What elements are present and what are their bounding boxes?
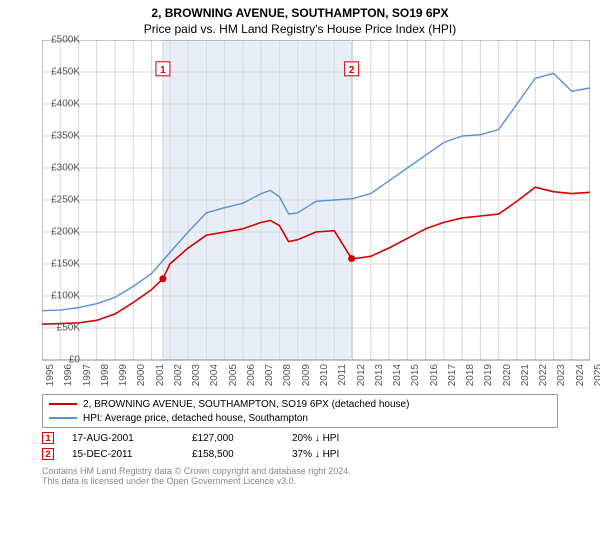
y-tick-label: £450K [40, 67, 80, 78]
x-tick-label: 2020 [502, 364, 513, 386]
x-tick-label: 2021 [520, 364, 531, 386]
transaction-pct: 37% ↓ HPI [292, 449, 392, 460]
x-tick-label: 2015 [410, 364, 421, 386]
x-tick-label: 2009 [301, 364, 312, 386]
svg-text:1: 1 [160, 65, 166, 76]
transaction-table: 1 17-AUG-2001£127,00020% ↓ HPI 2 15-DEC-201… [42, 430, 558, 462]
y-tick-label: £250K [40, 195, 80, 206]
transaction-date: 17-AUG-2001 [72, 433, 192, 444]
x-tick-label: 2025 [593, 364, 600, 386]
x-tick-label: 2001 [155, 364, 166, 386]
footer-line1: Contains HM Land Registry data © Crown c… [42, 466, 558, 476]
x-tick-label: 1997 [82, 364, 93, 386]
y-tick-label: £400K [40, 99, 80, 110]
legend-label: 2, BROWNING AVENUE, SOUTHAMPTON, SO19 6P… [83, 399, 409, 410]
y-tick-label: £100K [40, 291, 80, 302]
x-tick-label: 2004 [209, 364, 220, 386]
x-tick-label: 2003 [191, 364, 202, 386]
svg-text:2: 2 [349, 65, 355, 76]
transaction-marker: 1 [42, 432, 54, 444]
x-tick-label: 1996 [63, 364, 74, 386]
x-tick-label: 1998 [100, 364, 111, 386]
transaction-price: £127,000 [192, 433, 292, 444]
y-tick-label: £50K [40, 323, 80, 334]
legend-swatch [49, 403, 77, 405]
x-tick-label: 2024 [575, 364, 586, 386]
y-tick-label: £300K [40, 163, 80, 174]
transaction-marker: 2 [42, 448, 54, 460]
y-tick-label: £200K [40, 227, 80, 238]
x-tick-label: 2013 [374, 364, 385, 386]
y-tick-label: £350K [40, 131, 80, 142]
x-tick-label: 2022 [538, 364, 549, 386]
transaction-price: £158,500 [192, 449, 292, 460]
x-tick-label: 2000 [136, 364, 147, 386]
chart-svg: 12 [42, 40, 590, 390]
legend-row: 2, BROWNING AVENUE, SOUTHAMPTON, SO19 6P… [49, 397, 551, 411]
chart-area: 12 £0£50K£100K£150K£200K£250K£300K£350K£… [42, 40, 590, 390]
x-tick-label: 2002 [173, 364, 184, 386]
x-tick-label: 2012 [356, 364, 367, 386]
legend-box: 2, BROWNING AVENUE, SOUTHAMPTON, SO19 6P… [42, 394, 558, 428]
legend-swatch [49, 417, 77, 419]
y-tick-label: £150K [40, 259, 80, 270]
footer-line2: This data is licensed under the Open Gov… [42, 476, 558, 486]
x-tick-label: 2010 [319, 364, 330, 386]
chart-container: 2, BROWNING AVENUE, SOUTHAMPTON, SO19 6P… [0, 0, 600, 560]
x-tick-label: 2018 [465, 364, 476, 386]
title-address: 2, BROWNING AVENUE, SOUTHAMPTON, SO19 6P… [0, 0, 600, 20]
x-tick-label: 1995 [45, 364, 56, 386]
x-tick-label: 2005 [228, 364, 239, 386]
x-tick-label: 2019 [483, 364, 494, 386]
x-tick-label: 2008 [282, 364, 293, 386]
legend-row: HPI: Average price, detached house, Sout… [49, 411, 551, 425]
x-tick-label: 2014 [392, 364, 403, 386]
x-tick-label: 2006 [246, 364, 257, 386]
x-tick-label: 2007 [264, 364, 275, 386]
transaction-pct: 20% ↓ HPI [292, 433, 392, 444]
legend-label: HPI: Average price, detached house, Sout… [83, 413, 308, 424]
x-tick-label: 2023 [556, 364, 567, 386]
footer-attribution: Contains HM Land Registry data © Crown c… [42, 466, 558, 486]
title-subtitle: Price paid vs. HM Land Registry's House … [0, 20, 600, 40]
x-tick-label: 2017 [447, 364, 458, 386]
transaction-date: 15-DEC-2011 [72, 449, 192, 460]
transaction-row: 2 15-DEC-2011£158,50037% ↓ HPI [42, 446, 558, 462]
x-tick-label: 2016 [429, 364, 440, 386]
x-tick-label: 1999 [118, 364, 129, 386]
transaction-row: 1 17-AUG-2001£127,00020% ↓ HPI [42, 430, 558, 446]
y-tick-label: £500K [40, 35, 80, 46]
x-tick-label: 2011 [337, 364, 348, 386]
